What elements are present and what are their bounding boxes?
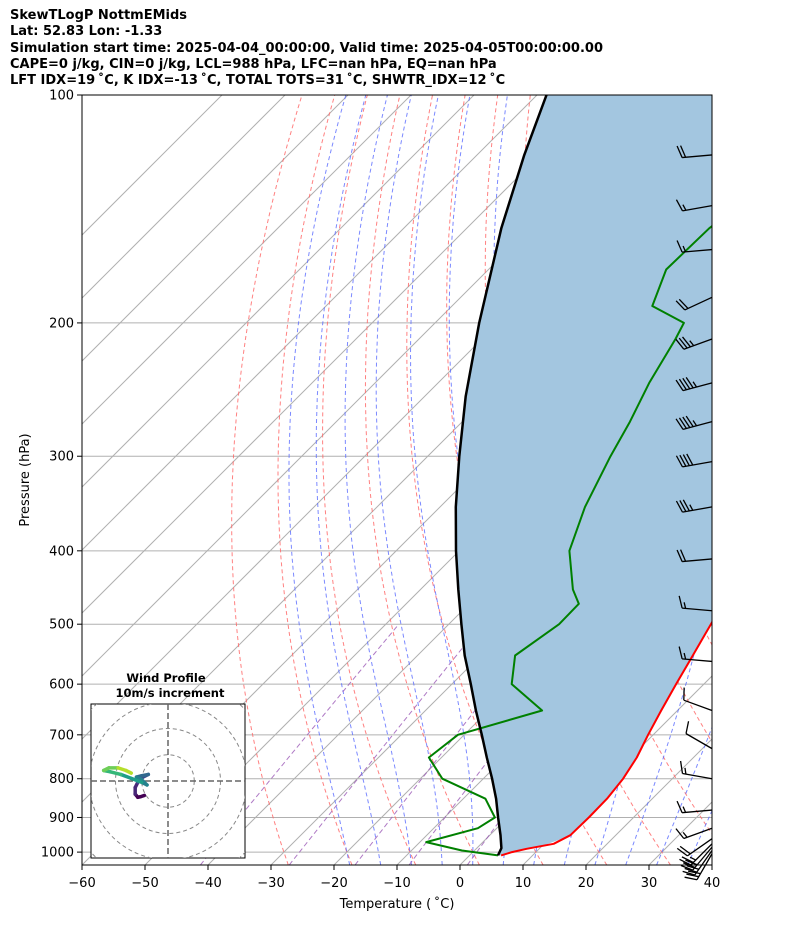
wind-barb bbox=[682, 850, 713, 876]
y-tick-label: 600 bbox=[49, 678, 74, 693]
chart-title-block: SkewTLogP NottmEMids Lat: 52.83 Lon: -1.… bbox=[10, 8, 603, 89]
profile-lines bbox=[425, 95, 712, 857]
hodograph-segment bbox=[119, 772, 133, 781]
x-tick-label: −10 bbox=[383, 876, 410, 891]
x-tick-label: −60 bbox=[68, 876, 95, 891]
x-axis-ticks: −60 −50 −40 −30 −20 −10 0 10 20 30 40 bbox=[68, 865, 720, 891]
moist-adiabat bbox=[719, 95, 794, 865]
temperature-line bbox=[500, 620, 712, 857]
hodograph-title: Wind Profile bbox=[126, 671, 206, 685]
wind-barb bbox=[676, 145, 713, 159]
isotherm-line bbox=[333, 486, 712, 865]
wind-barb bbox=[675, 415, 713, 430]
x-tick-label: 20 bbox=[578, 876, 595, 891]
moist-adiabat bbox=[315, 95, 382, 865]
y-tick-label: 800 bbox=[49, 772, 74, 787]
isotherm-line bbox=[82, 95, 538, 551]
cape-cin-shading bbox=[455, 95, 712, 856]
wind-barb bbox=[680, 846, 713, 871]
wind-barb bbox=[675, 827, 713, 840]
hodograph-segment bbox=[124, 768, 133, 775]
wind-barb bbox=[675, 499, 713, 513]
wind-barb bbox=[675, 453, 713, 468]
wind-barb bbox=[678, 646, 713, 663]
x-tick-label: −30 bbox=[257, 876, 284, 891]
hodograph-segment bbox=[108, 770, 123, 777]
moist-adiabat bbox=[625, 95, 712, 865]
y-tick-label: 700 bbox=[49, 728, 74, 743]
dry-adiabat bbox=[277, 95, 353, 865]
mixing-ratio-line bbox=[288, 623, 482, 865]
dry-adiabat bbox=[406, 95, 544, 865]
cin-shade-area bbox=[455, 95, 712, 856]
wind-barb bbox=[675, 336, 713, 350]
dewpoint-line bbox=[425, 224, 712, 857]
mixing-ratio-line bbox=[200, 623, 400, 865]
parcel-path-line bbox=[454, 95, 548, 856]
title-line-indices: LFT IDX=19 ˚C, K IDX=-13 ˚C, TOTAL TOTS=… bbox=[10, 73, 506, 89]
y-tick-label: 200 bbox=[49, 316, 74, 331]
isotherm-line bbox=[82, 95, 412, 425]
title-line-latlon: Lat: 52.83 Lon: -1.33 bbox=[10, 24, 163, 40]
x-tick-label: 10 bbox=[515, 876, 532, 891]
hodograph-subtitle: 10m/s increment bbox=[116, 686, 225, 700]
dry-adiabat bbox=[322, 95, 417, 865]
moist-adiabat bbox=[375, 95, 443, 865]
x-tick-label: −20 bbox=[320, 876, 347, 891]
isotherm-line bbox=[82, 95, 601, 614]
moist-adiabat bbox=[344, 95, 412, 865]
hodograph-segment bbox=[129, 776, 144, 785]
isotherm-line bbox=[82, 95, 286, 299]
y-tick-label: 900 bbox=[49, 811, 74, 826]
wind-barb bbox=[676, 800, 713, 814]
y-tick-label: 1000 bbox=[41, 846, 74, 861]
wind-barb bbox=[675, 296, 713, 311]
wind-barb bbox=[675, 376, 713, 392]
y-axis-label: Pressure (hPa) bbox=[18, 433, 33, 526]
wind-barb bbox=[676, 549, 713, 563]
x-tick-label: −50 bbox=[131, 876, 158, 891]
title-line-times: Simulation start time: 2025-04-04_00:00:… bbox=[10, 40, 603, 56]
x-axis-label: Temperature ( ˚C) bbox=[339, 896, 455, 912]
dry-adiabat bbox=[759, 95, 794, 865]
wind-barb bbox=[676, 240, 713, 253]
title-line-station: SkewTLogP NottmEMids bbox=[10, 8, 188, 23]
dry-adiabat bbox=[364, 95, 480, 865]
wind-barb bbox=[675, 199, 713, 212]
isotherm-line bbox=[82, 95, 223, 236]
dry-adiabat bbox=[231, 95, 303, 865]
wind-barb bbox=[679, 843, 713, 866]
title-line-cape: CAPE=0 j/kg, CIN=0 j/kg, LCL=988 hPa, LF… bbox=[10, 56, 497, 72]
moist-adiabat bbox=[409, 95, 474, 865]
x-tick-label: 30 bbox=[641, 876, 658, 891]
moist-adiabat bbox=[288, 95, 351, 865]
y-tick-label: 100 bbox=[49, 89, 74, 104]
isotherm-line bbox=[82, 95, 475, 488]
wind-barbs bbox=[675, 145, 713, 881]
wind-barb bbox=[684, 853, 713, 881]
y-tick-label: 500 bbox=[49, 618, 74, 633]
x-tick-label: 0 bbox=[456, 876, 464, 891]
y-tick-label: 300 bbox=[49, 450, 74, 465]
wind-barb bbox=[683, 687, 713, 712]
wind-barb bbox=[685, 721, 713, 750]
x-tick-label: 40 bbox=[704, 876, 721, 891]
wind-barb bbox=[676, 838, 713, 857]
isotherm-line bbox=[522, 675, 712, 865]
isotherm-line bbox=[711, 864, 712, 865]
y-tick-label: 400 bbox=[49, 544, 74, 559]
x-tick-label: −40 bbox=[194, 876, 221, 891]
wind-barb bbox=[678, 595, 713, 612]
hodograph-inset: Wind Profile 10m/s increment bbox=[90, 671, 246, 859]
wind-barb bbox=[679, 760, 713, 780]
dry-adiabat bbox=[726, 95, 794, 865]
isotherm-line bbox=[82, 95, 349, 362]
y-axis-ticks: 100 200 300 400 500 600 700 800 900 1000 bbox=[41, 89, 82, 861]
